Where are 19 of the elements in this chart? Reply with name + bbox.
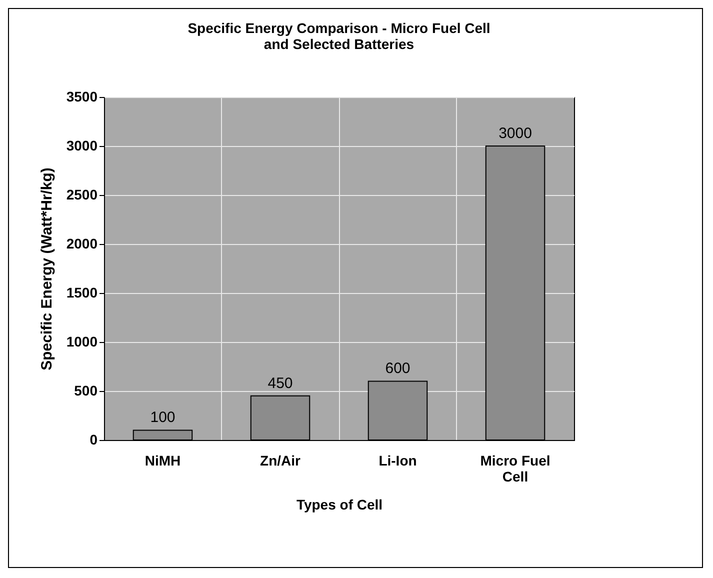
y-tick-label: 3500 <box>66 88 98 104</box>
x-tick-label: NiMH <box>144 452 181 468</box>
chart-title: Specific Energy Comparison - Micro Fuel Cell and Selected Batteries <box>188 20 490 52</box>
y-axis-title: Specific Energy (Watt*Hr/kg) <box>38 168 56 370</box>
y-tick-label: 1000 <box>66 334 98 350</box>
data-label: 3000 <box>498 125 532 142</box>
data-label: 600 <box>385 360 410 378</box>
x-tick-label: Li-Ion <box>378 452 417 468</box>
x-axis-title: Types of Cell <box>296 496 383 512</box>
y-tick-label: 2500 <box>66 186 98 202</box>
y-tick-label: 3000 <box>66 138 98 154</box>
data-label: 100 <box>150 409 176 426</box>
y-tick-label: 2000 <box>66 236 98 252</box>
x-tick-label: Micro Fuel Cell <box>480 452 550 484</box>
data-label: 450 <box>268 374 293 392</box>
x-tick-label: Zn/Air <box>260 452 302 468</box>
y-tick-label: 1500 <box>66 284 98 300</box>
y-tick-label: 0 <box>90 432 98 448</box>
y-tick-label: 500 <box>74 382 98 398</box>
